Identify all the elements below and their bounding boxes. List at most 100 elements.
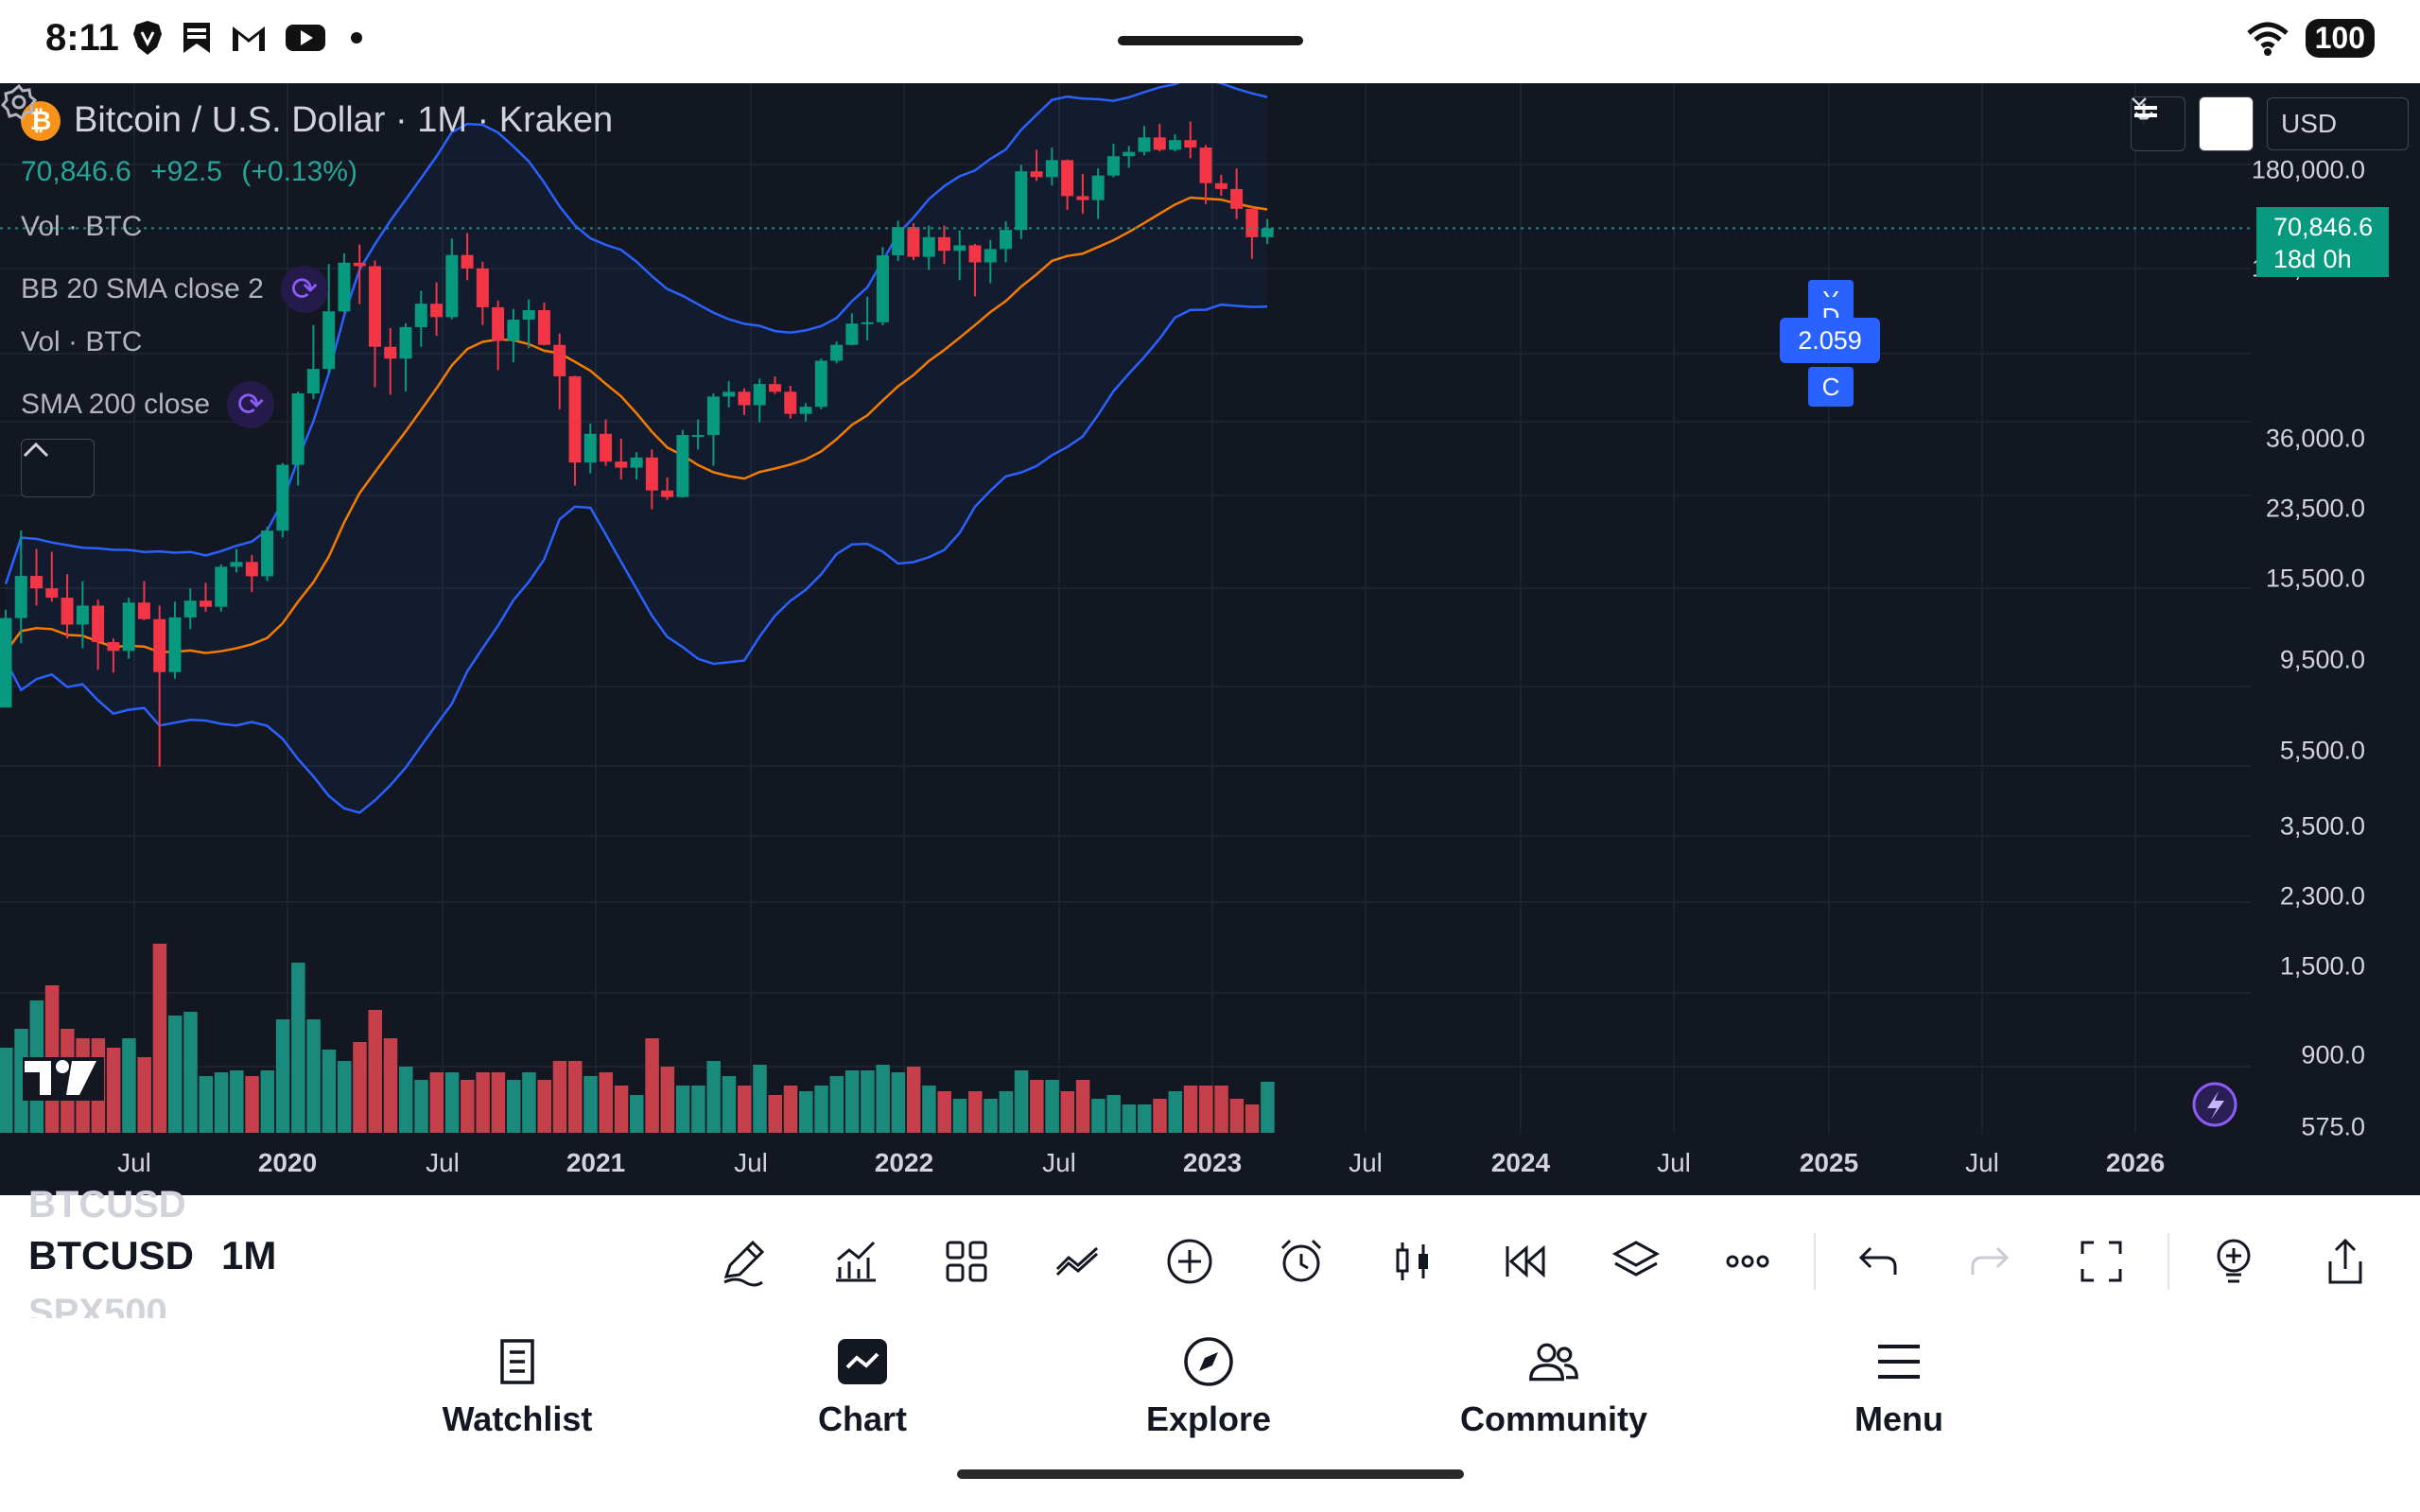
candle-body: [814, 360, 827, 408]
more-icon[interactable]: [1719, 1233, 1776, 1290]
candle-body: [76, 605, 89, 625]
volume-bar: [1060, 1091, 1075, 1133]
symbol-previous[interactable]: BTCUSD: [28, 1184, 186, 1225]
compare-icon[interactable]: [1050, 1233, 1106, 1290]
candle-body: [1214, 182, 1227, 189]
volume-bar: [1075, 1080, 1090, 1133]
fullscreen-icon[interactable]: [2073, 1233, 2130, 1290]
nav-menu[interactable]: Menu: [1776, 1335, 2022, 1439]
volume-bar: [630, 1095, 644, 1133]
price-axis-label: 575.0: [2301, 1112, 2365, 1141]
price-axis-label: 9,500.0: [2279, 645, 2365, 674]
volume-bar: [1014, 1070, 1029, 1133]
auto-scale-button[interactable]: [2133, 96, 2254, 151]
nav-chart[interactable]: Chart: [740, 1335, 985, 1439]
time-axis-label: 2020: [257, 1148, 318, 1177]
volume-bar: [353, 1042, 367, 1133]
price-axis-label: 36,000.0: [2265, 424, 2365, 453]
chart-canvas[interactable]: [0, 83, 2420, 1195]
candle-body: [430, 304, 444, 318]
volume-bar: [137, 1057, 151, 1133]
loading-icon: ⟳: [227, 381, 275, 428]
volume-bar: [1229, 1099, 1245, 1133]
price-chart[interactable]: ₿ Bitcoin / U.S. Dollar · 1M · Kraken 70…: [0, 83, 2420, 1195]
nav-label: Chart: [817, 1399, 907, 1438]
volume-bar: [476, 1072, 490, 1133]
dot-icon: [351, 32, 362, 43]
volume-bar: [322, 1050, 337, 1133]
collapse-legend-button[interactable]: [21, 439, 95, 497]
volume-bar: [891, 1072, 906, 1133]
redo-icon[interactable]: [1961, 1233, 2018, 1290]
undo-icon[interactable]: [1850, 1233, 1906, 1290]
volume-bar: [1045, 1080, 1059, 1133]
ycd-label-c: C: [1808, 367, 1854, 407]
symbol-title[interactable]: Bitcoin / U.S. Dollar · 1M · Kraken: [74, 100, 614, 140]
price-axis[interactable]: 180,000.0100,000.036,000.023,500.015,500…: [2252, 83, 2420, 1195]
drawing-tool-icon[interactable]: [715, 1233, 772, 1290]
candle-body: [892, 227, 905, 255]
volume-bar: [876, 1065, 890, 1133]
candle-body: [537, 309, 550, 345]
layout-icon[interactable]: [938, 1233, 995, 1290]
indicator-sma[interactable]: SMA 200 close ⟳: [21, 381, 613, 428]
volume-bar: [1245, 1104, 1260, 1133]
loading-icon: ⟳: [280, 266, 328, 313]
nav-community[interactable]: Community: [1431, 1335, 1677, 1439]
candle-body: [1261, 228, 1274, 237]
volume-bar: [152, 944, 167, 1133]
candle-body: [799, 407, 812, 414]
alert-icon[interactable]: [1273, 1233, 1330, 1290]
layers-icon[interactable]: [1608, 1233, 1664, 1290]
chart-type-icon[interactable]: [1384, 1233, 1441, 1290]
indicator-volume[interactable]: Vol · BTC: [21, 211, 613, 243]
volume-bar: [768, 1095, 782, 1133]
nav-explore[interactable]: Explore: [1086, 1335, 1332, 1439]
candle-body: [784, 391, 797, 414]
volume-bar: [1261, 1082, 1275, 1133]
candle-body: [414, 304, 427, 327]
interval-button[interactable]: 1M: [221, 1233, 277, 1277]
bollinger-lower-line: [4, 303, 1268, 814]
volume-bar: [829, 1076, 844, 1133]
settings-gear-icon[interactable]: [0, 83, 38, 121]
status-system-icons: 100: [2245, 19, 2375, 58]
volume-bar: [614, 1086, 629, 1133]
indicators-icon[interactable]: [827, 1233, 883, 1290]
volume-bar: [506, 1080, 521, 1133]
volume-bar: [937, 1091, 951, 1133]
replay-icon[interactable]: [1496, 1233, 1553, 1290]
chart-legend: ₿ Bitcoin / U.S. Dollar · 1M · Kraken 70…: [21, 100, 613, 428]
currency-select[interactable]: USD: [2132, 97, 2409, 150]
volume-bar: [968, 1091, 983, 1133]
time-axis-label: Jul: [426, 1148, 460, 1177]
share-icon[interactable]: [2317, 1233, 2374, 1290]
tradingview-logo[interactable]: [23, 1057, 104, 1101]
ideas-icon[interactable]: [2205, 1233, 2262, 1290]
candle-body: [183, 600, 197, 617]
auto-scale-icon: [2133, 100, 2159, 123]
symbol-title-row[interactable]: ₿ Bitcoin / U.S. Dollar · 1M · Kraken: [21, 100, 613, 141]
indicator-bollinger[interactable]: BB 20 SMA close 2 ⟳: [21, 266, 613, 313]
time-axis-label: Jul: [117, 1148, 151, 1177]
indicator-volume-2[interactable]: Vol · BTC: [21, 326, 613, 358]
symbol-current[interactable]: BTCUSD: [28, 1233, 194, 1277]
price-axis-label: 5,500.0: [2279, 736, 2365, 765]
add-icon[interactable]: [1161, 1233, 1218, 1290]
candle-body: [1199, 148, 1212, 183]
volume-bar: [183, 1012, 198, 1133]
candle-body: [368, 266, 381, 347]
candle-body: [953, 245, 966, 252]
watchlist-icon: [491, 1335, 544, 1388]
battery-icon: 100: [2305, 19, 2375, 58]
indicator-label: Vol · BTC: [21, 326, 143, 357]
candle-body: [861, 322, 874, 324]
tradingview-logo-icon: [25, 1060, 96, 1095]
candle-body: [476, 268, 489, 307]
current-price-tag: 70,846.6 18d 0h: [2256, 207, 2389, 278]
nav-watchlist[interactable]: Watchlist: [394, 1335, 640, 1439]
ycd-marker[interactable]: 2.059: [1780, 318, 1880, 363]
candle-body: [492, 306, 505, 341]
candle-body: [461, 254, 474, 269]
candle-body: [445, 254, 459, 318]
